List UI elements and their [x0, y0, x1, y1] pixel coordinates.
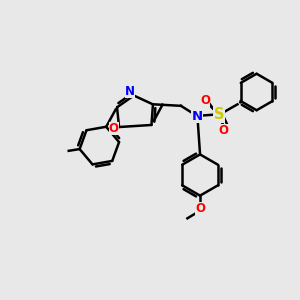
Text: O: O [200, 94, 210, 107]
Text: N: N [191, 110, 203, 123]
Text: S: S [214, 107, 224, 122]
Text: O: O [195, 202, 205, 214]
Text: N: N [125, 85, 135, 98]
Text: O: O [109, 122, 119, 135]
Text: O: O [219, 124, 229, 137]
